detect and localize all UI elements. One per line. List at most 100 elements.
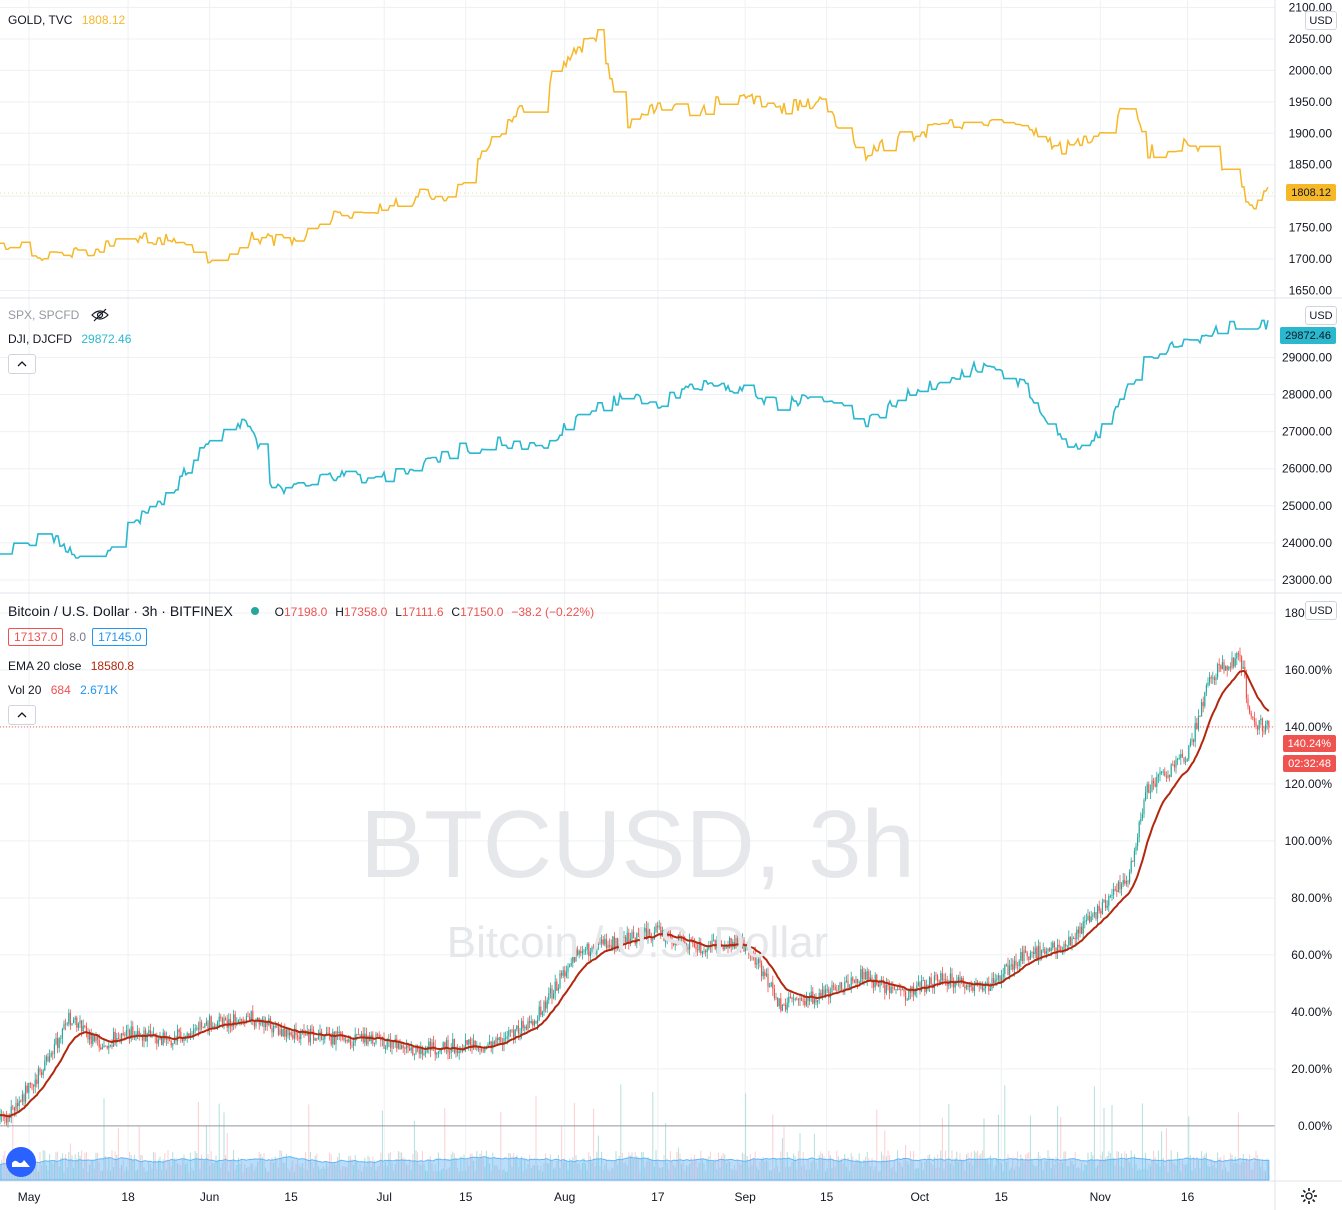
candle-body	[333, 1031, 335, 1045]
candle-body	[509, 1030, 511, 1032]
candle-body	[1065, 943, 1067, 946]
candle-body	[933, 975, 935, 989]
candle-body	[604, 938, 606, 945]
candle-body	[1223, 661, 1225, 671]
candle-body	[601, 939, 603, 944]
gold-unit-button[interactable]: USD	[1305, 11, 1337, 30]
candle-body	[1181, 754, 1183, 758]
candle-body	[237, 1020, 239, 1023]
candle-body	[1002, 974, 1004, 977]
price-axes[interactable]: 2100.002050.002000.001950.001900.001850.…	[1282, 1, 1332, 1133]
ask-price[interactable]: 17145.0	[92, 628, 148, 646]
candle-body	[489, 1041, 491, 1045]
candle-body	[173, 1037, 175, 1044]
candle-body	[1154, 783, 1156, 787]
candle-body	[653, 931, 655, 940]
indices-unit-button[interactable]: USD	[1305, 306, 1337, 325]
candle-body	[852, 977, 854, 981]
candle-body	[953, 980, 955, 988]
bid-ask-legend[interactable]: 17137.0 8.0 17145.0	[8, 628, 153, 646]
candle-body	[13, 1107, 15, 1111]
candle-body	[820, 992, 822, 998]
candle-body	[561, 972, 563, 976]
candle-body	[345, 1040, 347, 1041]
candle-body	[285, 1029, 287, 1037]
candle-body	[284, 1028, 286, 1037]
time-tick-label: 15	[459, 1190, 473, 1204]
time-axis[interactable]: May 18 Jun 15 Jul 15 Aug 17 Sep 15 Oct 15 Nov 16	[18, 1190, 1195, 1204]
candle-body	[674, 941, 676, 946]
candle-body	[383, 1038, 385, 1049]
candle-body	[943, 978, 945, 981]
candle-body	[620, 932, 622, 945]
candle-body	[949, 973, 951, 985]
btc-collapse-button[interactable]	[8, 705, 36, 725]
candle-body	[713, 939, 715, 941]
indices-collapse-button[interactable]	[8, 354, 36, 374]
candle-body	[82, 1025, 84, 1032]
gold-legend[interactable]: GOLD, TVC 1808.12	[8, 13, 125, 27]
candle-body	[1228, 666, 1230, 670]
candle-body	[405, 1045, 407, 1049]
candle-body	[538, 1006, 540, 1020]
candle-body	[1175, 759, 1177, 768]
candle-body	[551, 988, 553, 999]
tradingview-logo-icon[interactable]	[6, 1147, 36, 1177]
vol-legend[interactable]: Vol 20 684 2.671K	[8, 683, 118, 697]
candle-body	[785, 1004, 787, 1010]
bid-price[interactable]: 17137.0	[8, 628, 64, 646]
candle-body	[834, 986, 836, 991]
candle-body	[737, 938, 739, 943]
chevron-up-icon	[17, 712, 27, 718]
candle-body	[868, 971, 870, 980]
candle-body	[581, 950, 583, 954]
candle-body	[137, 1030, 139, 1034]
eye-crossed-icon[interactable]	[90, 308, 109, 325]
candle-body	[1173, 764, 1175, 768]
btc-last-pct-tag: 140.24%	[1282, 735, 1336, 752]
candle-body	[279, 1029, 281, 1035]
candle-body	[410, 1047, 412, 1051]
dji-legend[interactable]: DJI, DJCFD 29872.46	[8, 332, 131, 346]
candle-body	[863, 972, 865, 980]
time-tick-label: 15	[995, 1190, 1009, 1204]
vol-ma-value: 2.671K	[80, 683, 119, 697]
candle-body	[837, 989, 839, 991]
candle-body	[997, 975, 999, 979]
candle-body	[562, 970, 564, 976]
candle-body	[351, 1044, 353, 1046]
candle-body	[895, 989, 897, 990]
candle-body	[490, 1041, 492, 1049]
y-tick-label: 60.00%	[1291, 948, 1332, 962]
candle-body	[63, 1023, 65, 1029]
candle-body	[423, 1053, 425, 1055]
candle-body	[1137, 837, 1139, 847]
candle-body	[309, 1029, 311, 1043]
candle-body	[508, 1030, 510, 1037]
candle-body	[858, 982, 860, 983]
gear-icon[interactable]	[1300, 1187, 1318, 1205]
ema-legend[interactable]: EMA 20 close 18580.8	[8, 659, 134, 673]
ema-label: EMA 20 close	[8, 659, 82, 673]
candle-body	[807, 997, 809, 1001]
candle-body	[412, 1047, 414, 1055]
candle-body	[469, 1039, 471, 1045]
y-tick-label: 2050.00	[1289, 32, 1333, 46]
candle-body	[887, 984, 889, 986]
candle-body	[90, 1033, 92, 1044]
btc-legend[interactable]: Bitcoin / U.S. Dollar · 3h · BITFINEX O1…	[8, 603, 594, 619]
candle-body	[409, 1047, 411, 1051]
candle-body	[1138, 821, 1140, 838]
candle-body	[61, 1028, 63, 1039]
candle-body	[783, 1004, 785, 1006]
candle-body	[1209, 676, 1211, 683]
candle-body	[722, 946, 724, 950]
candle-body	[1177, 758, 1179, 760]
candle-body	[1109, 895, 1111, 897]
candle-body	[759, 959, 761, 963]
candle-body	[10, 1106, 12, 1118]
spx-legend[interactable]: SPX, SPCFD	[8, 308, 109, 325]
btc-unit-button[interactable]: USD	[1305, 601, 1337, 620]
